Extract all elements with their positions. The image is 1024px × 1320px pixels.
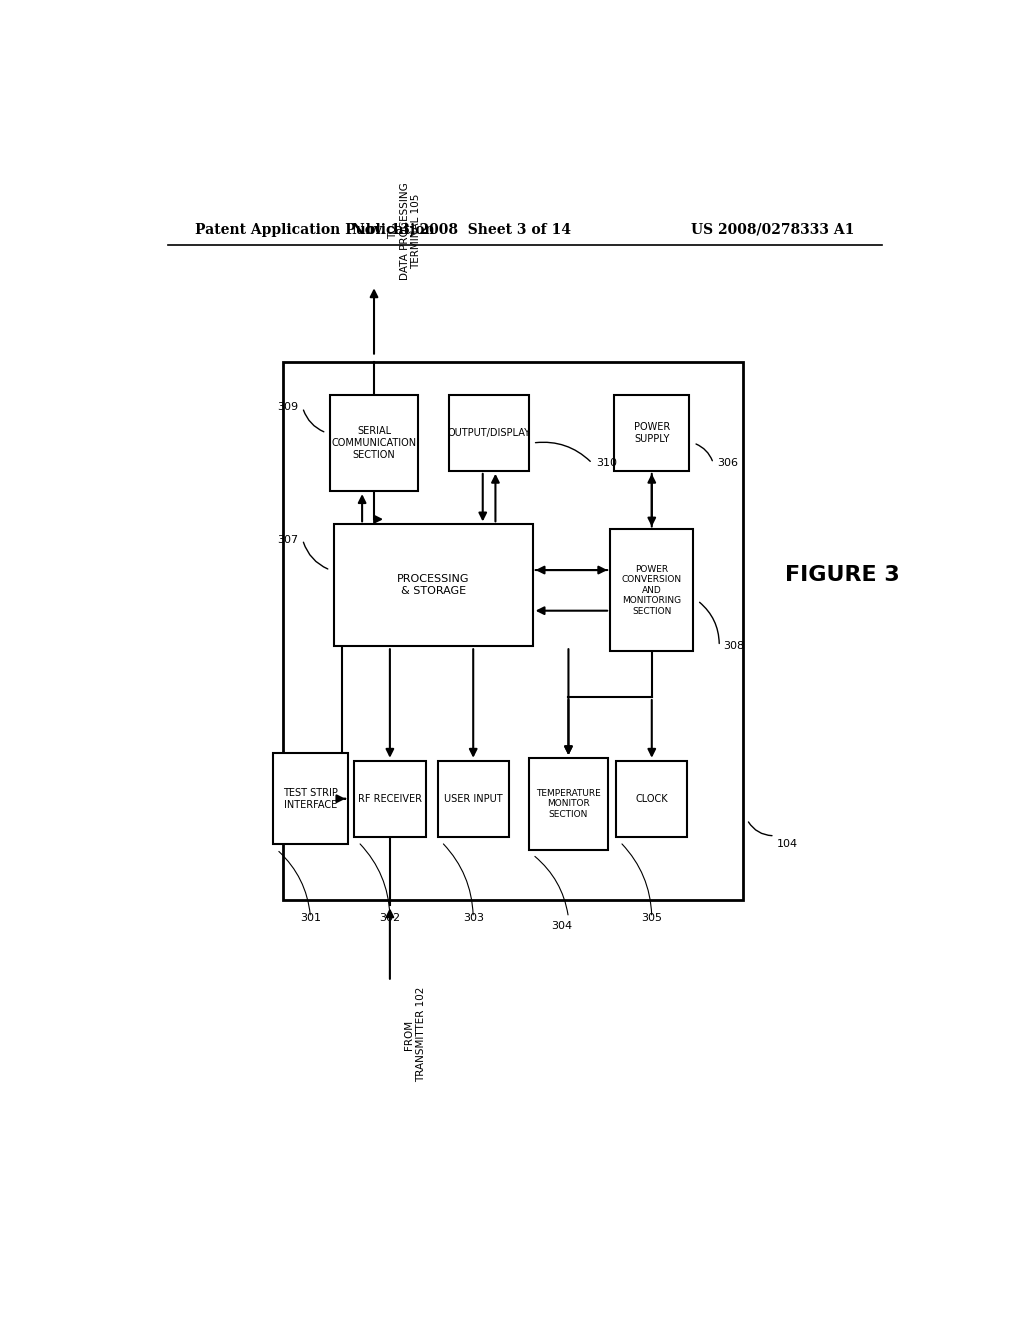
FancyBboxPatch shape: [331, 395, 418, 491]
Text: POWER
SUPPLY: POWER SUPPLY: [634, 422, 670, 444]
Text: 308: 308: [723, 642, 744, 651]
FancyBboxPatch shape: [610, 529, 693, 651]
FancyBboxPatch shape: [450, 395, 528, 471]
Text: 301: 301: [300, 912, 322, 923]
FancyBboxPatch shape: [283, 362, 743, 900]
Text: 307: 307: [278, 535, 299, 545]
Text: 305: 305: [641, 912, 663, 923]
FancyBboxPatch shape: [272, 752, 348, 845]
FancyBboxPatch shape: [616, 760, 687, 837]
Text: 309: 309: [278, 403, 299, 412]
Text: SERIAL
COMMUNICATION
SECTION: SERIAL COMMUNICATION SECTION: [332, 426, 417, 459]
Text: OUTPUT/DISPLAY: OUTPUT/DISPLAY: [447, 428, 530, 438]
FancyBboxPatch shape: [528, 758, 608, 850]
Text: USER INPUT: USER INPUT: [443, 793, 503, 804]
FancyBboxPatch shape: [614, 395, 689, 471]
FancyBboxPatch shape: [334, 524, 532, 647]
Text: TO
DATA PROCESSING
TERMINAL 105: TO DATA PROCESSING TERMINAL 105: [388, 182, 422, 280]
Text: 104: 104: [777, 838, 799, 849]
Text: POWER
CONVERSION
AND
MONITORING
SECTION: POWER CONVERSION AND MONITORING SECTION: [622, 565, 682, 615]
Text: PROCESSING
& STORAGE: PROCESSING & STORAGE: [397, 574, 470, 597]
Text: Nov. 13, 2008  Sheet 3 of 14: Nov. 13, 2008 Sheet 3 of 14: [352, 223, 570, 236]
Text: FROM
TRANSMITTER 102: FROM TRANSMITTER 102: [404, 987, 426, 1082]
Text: TEST STRIP
INTERFACE: TEST STRIP INTERFACE: [283, 788, 338, 809]
Text: RF RECEIVER: RF RECEIVER: [358, 793, 422, 804]
Text: 303: 303: [463, 912, 483, 923]
Text: US 2008/0278333 A1: US 2008/0278333 A1: [691, 223, 854, 236]
Text: 306: 306: [717, 458, 738, 469]
FancyBboxPatch shape: [354, 760, 426, 837]
Text: TEMPERATURE
MONITOR
SECTION: TEMPERATURE MONITOR SECTION: [537, 789, 601, 818]
Text: 310: 310: [596, 458, 617, 469]
Text: 304: 304: [552, 921, 572, 931]
Text: 302: 302: [379, 912, 400, 923]
Text: Patent Application Publication: Patent Application Publication: [196, 223, 435, 236]
Text: FIGURE 3: FIGURE 3: [784, 565, 900, 585]
Text: CLOCK: CLOCK: [636, 793, 668, 804]
FancyBboxPatch shape: [437, 760, 509, 837]
